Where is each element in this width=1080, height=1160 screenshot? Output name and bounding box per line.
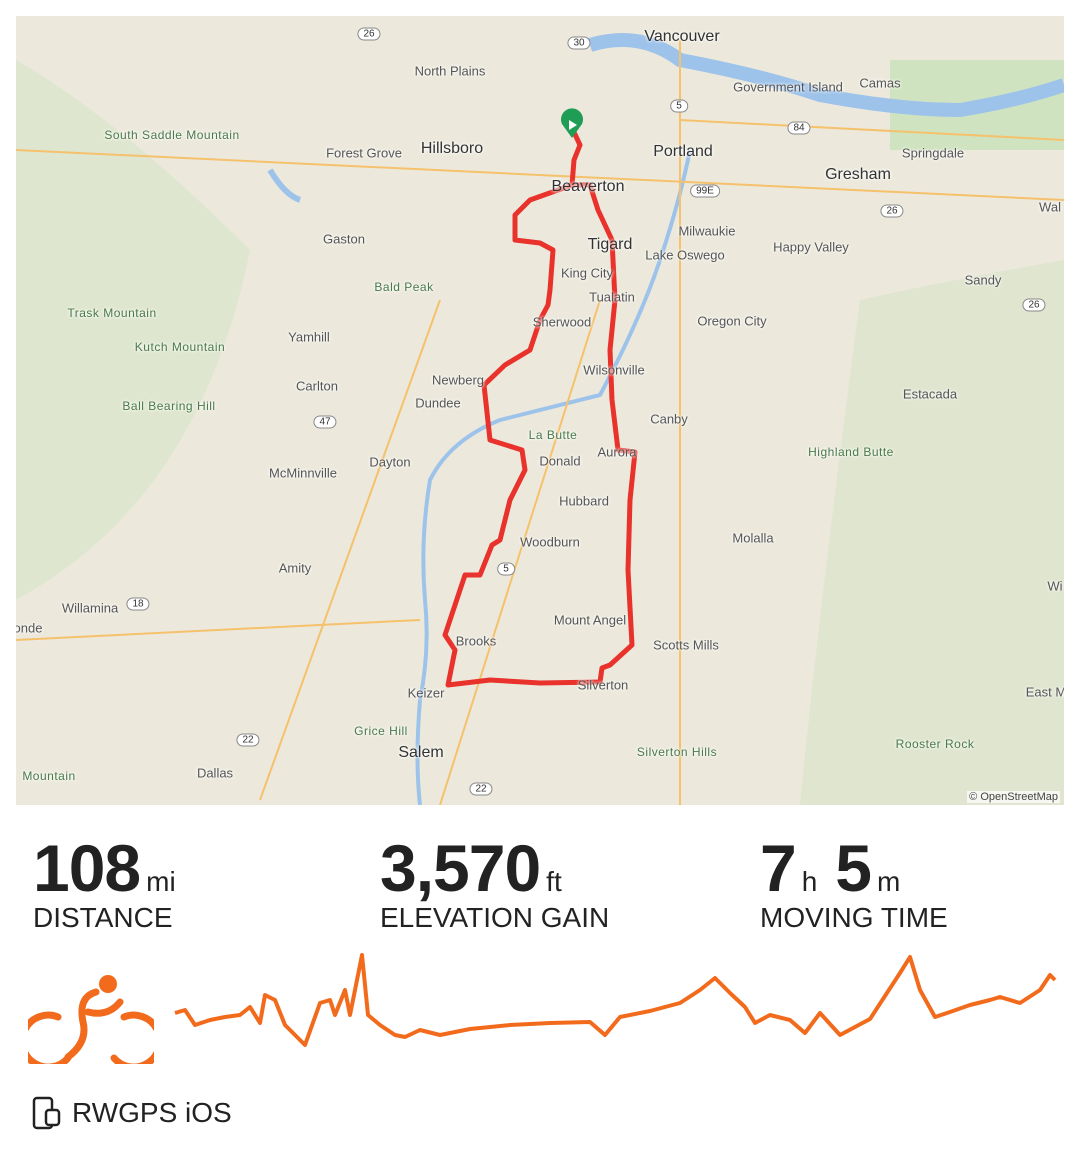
map-place-label: Estacada — [902, 386, 958, 402]
distance-value: 108 — [33, 831, 141, 905]
willamette-river — [415, 149, 692, 805]
map-place-label: Tualatin — [589, 289, 635, 305]
map-place-label: Keizer — [407, 685, 445, 701]
elevation-unit: ft — [546, 866, 562, 897]
map-peak-label: Ball Bearing Hill — [122, 399, 216, 413]
map-place-label: Gresham — [825, 166, 891, 183]
map-place-label: Brooks — [455, 633, 497, 649]
source-label: RWGPS iOS — [72, 1097, 232, 1128]
map-place-label: Scotts Mills — [653, 637, 719, 653]
map-place-label: Molalla — [732, 530, 774, 546]
map-peak-label: South Saddle Mountain — [104, 128, 240, 142]
hours-value: 7 — [760, 831, 797, 905]
map-peak-label: La Butte — [528, 428, 578, 442]
map-place-label: Wilsonville — [583, 362, 645, 378]
elevation-label: ELEVATION GAIN — [380, 902, 610, 933]
map-place-label: Carlton — [296, 378, 338, 394]
highway-shield: 26 — [1022, 298, 1046, 312]
map-place-label: Vancouver — [644, 28, 720, 45]
highway-shield: 84 — [787, 121, 811, 135]
elevation-profile-line — [174, 953, 1057, 1047]
highway-shield: 5 — [497, 562, 515, 576]
highway-shield: 22 — [236, 733, 260, 747]
columbia-river — [587, 33, 1064, 118]
map-place-label: Government Island — [733, 79, 843, 95]
map-place-label: Donald — [539, 453, 581, 469]
map-place-label: Hillsboro — [420, 140, 484, 157]
map-place-label: Beaverton — [551, 178, 625, 195]
map-place-label: Willamina — [61, 600, 119, 616]
elevation-profile — [174, 953, 1057, 1047]
map-place-label: Aurora — [597, 444, 637, 460]
map-peak-label: Grice Hill — [354, 724, 408, 738]
map-place-label: Amity — [278, 560, 312, 576]
elevation-stat: 3,570 ft ELEVATION GAIN — [380, 830, 609, 934]
map-peak-label: Kutch Mountain — [134, 340, 226, 354]
map-place-label: Newberg — [431, 372, 485, 388]
map-peak-label: Trask Mountain — [67, 306, 157, 320]
map-place-label: Dundee — [415, 395, 461, 411]
minutes-value: 5 — [835, 831, 872, 905]
map-place-label: Portland — [653, 143, 713, 160]
minutes-unit: m — [877, 866, 901, 897]
route-line — [442, 126, 638, 688]
map-place-label: onde — [16, 620, 43, 636]
highway-shield: 26 — [880, 204, 904, 218]
map-base — [16, 16, 1064, 805]
map-attribution[interactable]: © OpenStreetMap — [967, 791, 1060, 803]
map-place-label: Camas — [859, 75, 901, 91]
map-peak-label: Bald Peak — [374, 280, 434, 294]
map-place-label: Tigard — [587, 236, 633, 253]
map-place-label: King City — [560, 265, 614, 281]
map-place-label: Hubbard — [559, 493, 609, 509]
source-footer: RWGPS iOS — [32, 1096, 232, 1130]
map-peak-label: Rooster Rock — [895, 737, 975, 751]
map-place-label: Sherwood — [532, 314, 592, 330]
start-marker-icon — [561, 108, 584, 138]
distance-unit: mi — [146, 866, 176, 897]
route-map[interactable]: Vancouver Portland Hillsboro Beaverton Gresh… — [16, 16, 1064, 805]
map-place-label: Mount Angel — [553, 612, 627, 628]
moving-time-label: MOVING TIME — [760, 902, 948, 933]
map-place-label: Lake Oswego — [645, 247, 725, 263]
map-place-label: Dayton — [369, 454, 411, 470]
map-place-label: Forest Grove — [326, 145, 402, 161]
distance-stat: 108 mi DISTANCE — [33, 830, 176, 934]
highway-shield: 18 — [126, 597, 150, 611]
map-place-label: Wal — [1039, 199, 1061, 215]
map-place-label: Dallas — [196, 765, 234, 781]
map-peak-label: Mountain — [22, 769, 76, 783]
map-place-label: Gaston — [323, 231, 365, 247]
highway-shield: 99E — [690, 184, 720, 198]
map-place-label: Salem — [398, 744, 444, 761]
highway-shield: 47 — [313, 415, 337, 429]
map-peak-label: Highland Butte — [808, 445, 894, 459]
map-place-label: Springdale — [901, 145, 965, 161]
map-peak-label: Silverton Hills — [636, 745, 718, 759]
distance-label: DISTANCE — [33, 902, 173, 933]
phone-watch-icon — [32, 1096, 61, 1130]
map-place-label: Woodburn — [520, 534, 580, 550]
map-place-label: McMinnville — [269, 465, 337, 481]
highway-shield: 30 — [567, 36, 591, 50]
highway-shield: 26 — [357, 27, 381, 41]
cycling-icon — [28, 975, 154, 1064]
map-place-label: Milwaukie — [678, 223, 736, 239]
map-place-label: Oregon City — [697, 313, 767, 329]
map-place-label: East M — [1025, 684, 1064, 700]
map-place-label: Sandy — [964, 272, 1002, 288]
hours-unit: h — [801, 866, 818, 897]
map-place-label: Canby — [650, 411, 688, 427]
highway-shield: 5 — [670, 99, 688, 113]
highway-shield: 22 — [469, 782, 493, 796]
elevation-value: 3,570 — [380, 831, 541, 905]
map-place-label: North Plains — [414, 63, 486, 79]
map-place-label: Yamhill — [288, 329, 330, 345]
map-place-label: Silverton — [577, 677, 629, 693]
map-place-label: Happy Valley — [773, 239, 849, 255]
map-place-label: Wi — [1047, 578, 1063, 594]
